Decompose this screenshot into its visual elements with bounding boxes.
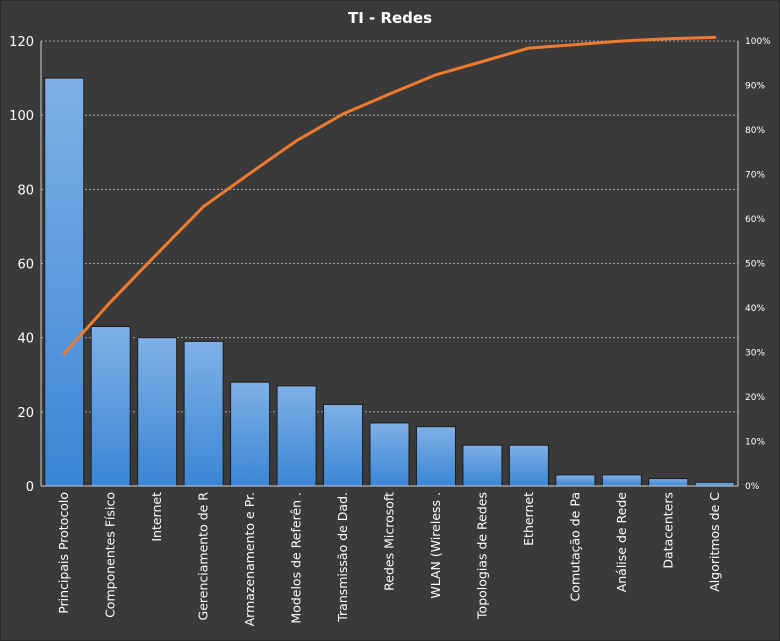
x-tick-label: Comutação de Pa	[567, 492, 582, 601]
x-tick-label: Redes Microsoft	[382, 492, 397, 591]
cumulative-line	[62, 35, 717, 356]
y-axis-right-ticks: 0% 10% 20% 30% 40% 50% 60% 70% 80% 90% 100%	[745, 37, 771, 492]
y2-tick-label: 50%	[745, 260, 765, 270]
x-tick-label: Principais Protocolo	[56, 492, 71, 614]
bar	[276, 385, 317, 487]
y-tick-label: 20	[17, 406, 34, 421]
y-tick-label: 80	[17, 183, 34, 198]
y-tick-label: 0	[26, 480, 34, 495]
x-tick-label: WLAN (Wireless .	[428, 492, 443, 599]
x-tick-label: Gerenciamento de R	[196, 492, 211, 621]
y-tick-label: 120	[9, 35, 34, 50]
x-tick-label: Topologias de Redes	[474, 492, 489, 620]
x-axis-ticks: Principais Protocolo Componentes Físico In…	[56, 492, 722, 627]
chart-title: TI - Redes	[348, 9, 432, 27]
bar	[183, 340, 224, 487]
x-tick-label: Armazenamento e Pr.	[242, 492, 257, 626]
y-tick-label: 40	[17, 332, 34, 347]
y2-tick-label: 30%	[745, 349, 765, 359]
x-tick-label: Análise de Rede	[614, 492, 629, 593]
y2-tick-label: 80%	[745, 126, 765, 136]
bar	[462, 444, 503, 487]
bar	[90, 326, 131, 487]
x-tick-label: Componentes Físico	[103, 492, 118, 618]
x-tick-label: Algoritmos de C	[707, 492, 722, 592]
cumulative-line-layer	[62, 35, 717, 356]
bar	[555, 474, 596, 487]
x-tick-label: Ethernet	[521, 492, 536, 546]
y2-tick-label: 90%	[745, 82, 765, 92]
y2-tick-label: 100%	[745, 37, 771, 47]
axes	[40, 41, 739, 487]
bar	[508, 444, 549, 487]
x-tick-label: Datacenters	[660, 492, 675, 569]
y2-tick-label: 40%	[745, 304, 765, 314]
bar	[323, 403, 364, 487]
bar	[601, 474, 642, 487]
bar	[230, 381, 271, 487]
y2-tick-label: 0%	[745, 482, 760, 492]
x-tick-label: Internet	[149, 492, 164, 542]
x-tick-label: Modelos de Referên .	[289, 492, 304, 624]
bar	[648, 478, 689, 487]
y2-tick-label: 60%	[745, 215, 765, 225]
y2-tick-label: 20%	[745, 393, 765, 403]
y-axis-left-ticks: 0 20 40 60 80 100 120	[9, 35, 34, 495]
x-tick-label: Transmissão de Dad.	[335, 492, 350, 623]
y2-tick-label: 10%	[745, 438, 765, 448]
y2-tick-label: 70%	[745, 171, 765, 181]
bar	[44, 77, 85, 487]
y-tick-label: 60	[17, 258, 34, 273]
bar	[694, 481, 735, 487]
bars	[44, 77, 735, 487]
bar	[137, 337, 178, 487]
bar	[415, 426, 456, 487]
bar	[369, 422, 410, 487]
y-tick-label: 100	[9, 109, 34, 124]
